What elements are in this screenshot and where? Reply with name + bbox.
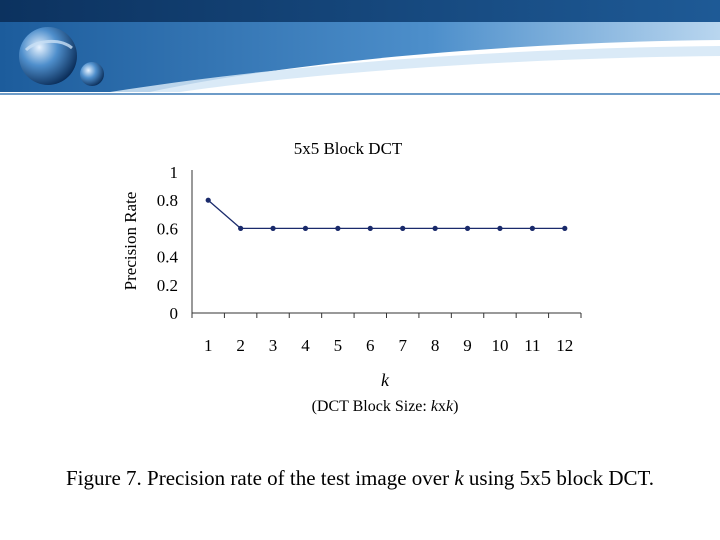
series-line — [207, 199, 565, 230]
x-tick-label: 6 — [366, 336, 375, 355]
data-point — [400, 225, 406, 231]
x-tick-label: 8 — [431, 336, 440, 355]
x-tick-label: 5 — [334, 336, 343, 355]
data-point — [562, 225, 568, 231]
x-tick-label: 9 — [463, 336, 472, 355]
data-point — [497, 225, 503, 231]
data-point — [335, 225, 341, 231]
y-tick-label: 0.6 — [157, 219, 178, 238]
globe-logo-icon — [19, 27, 104, 86]
figure-caption: Figure 7. Precision rate of the test ima… — [65, 466, 655, 490]
y-tick-label: 1 — [170, 163, 179, 182]
data-point — [464, 225, 471, 231]
y-tick-label: 0.4 — [157, 248, 179, 267]
x-tick-label: 7 — [398, 336, 407, 355]
y-tick-label: 0.2 — [157, 276, 178, 295]
chart-title: 5x5 Block DCT — [294, 139, 403, 158]
x-tick-label: 3 — [269, 336, 278, 355]
x-axis-sublabel: (DCT Block Size: kxk) — [312, 398, 459, 415]
data-point — [367, 225, 373, 231]
x-tick-label: 12 — [556, 336, 573, 355]
x-tick-label: 11 — [524, 336, 540, 355]
x-tick-label: 1 — [204, 336, 213, 355]
x-axis-label: k — [381, 370, 390, 390]
y-tick-label: 0.8 — [157, 191, 178, 210]
data-point — [302, 225, 309, 231]
data-point — [205, 197, 211, 203]
y-axis-label: Precision Rate — [121, 192, 140, 291]
x-tick-label: 2 — [236, 336, 245, 355]
data-point — [529, 225, 535, 231]
data-point — [270, 225, 276, 231]
x-tick-label: 10 — [491, 336, 508, 355]
y-tick-label: 0 — [170, 304, 179, 323]
x-tick-label: 4 — [301, 336, 310, 355]
data-point — [238, 225, 244, 231]
header-banner — [0, 0, 720, 95]
data-point — [432, 225, 438, 231]
